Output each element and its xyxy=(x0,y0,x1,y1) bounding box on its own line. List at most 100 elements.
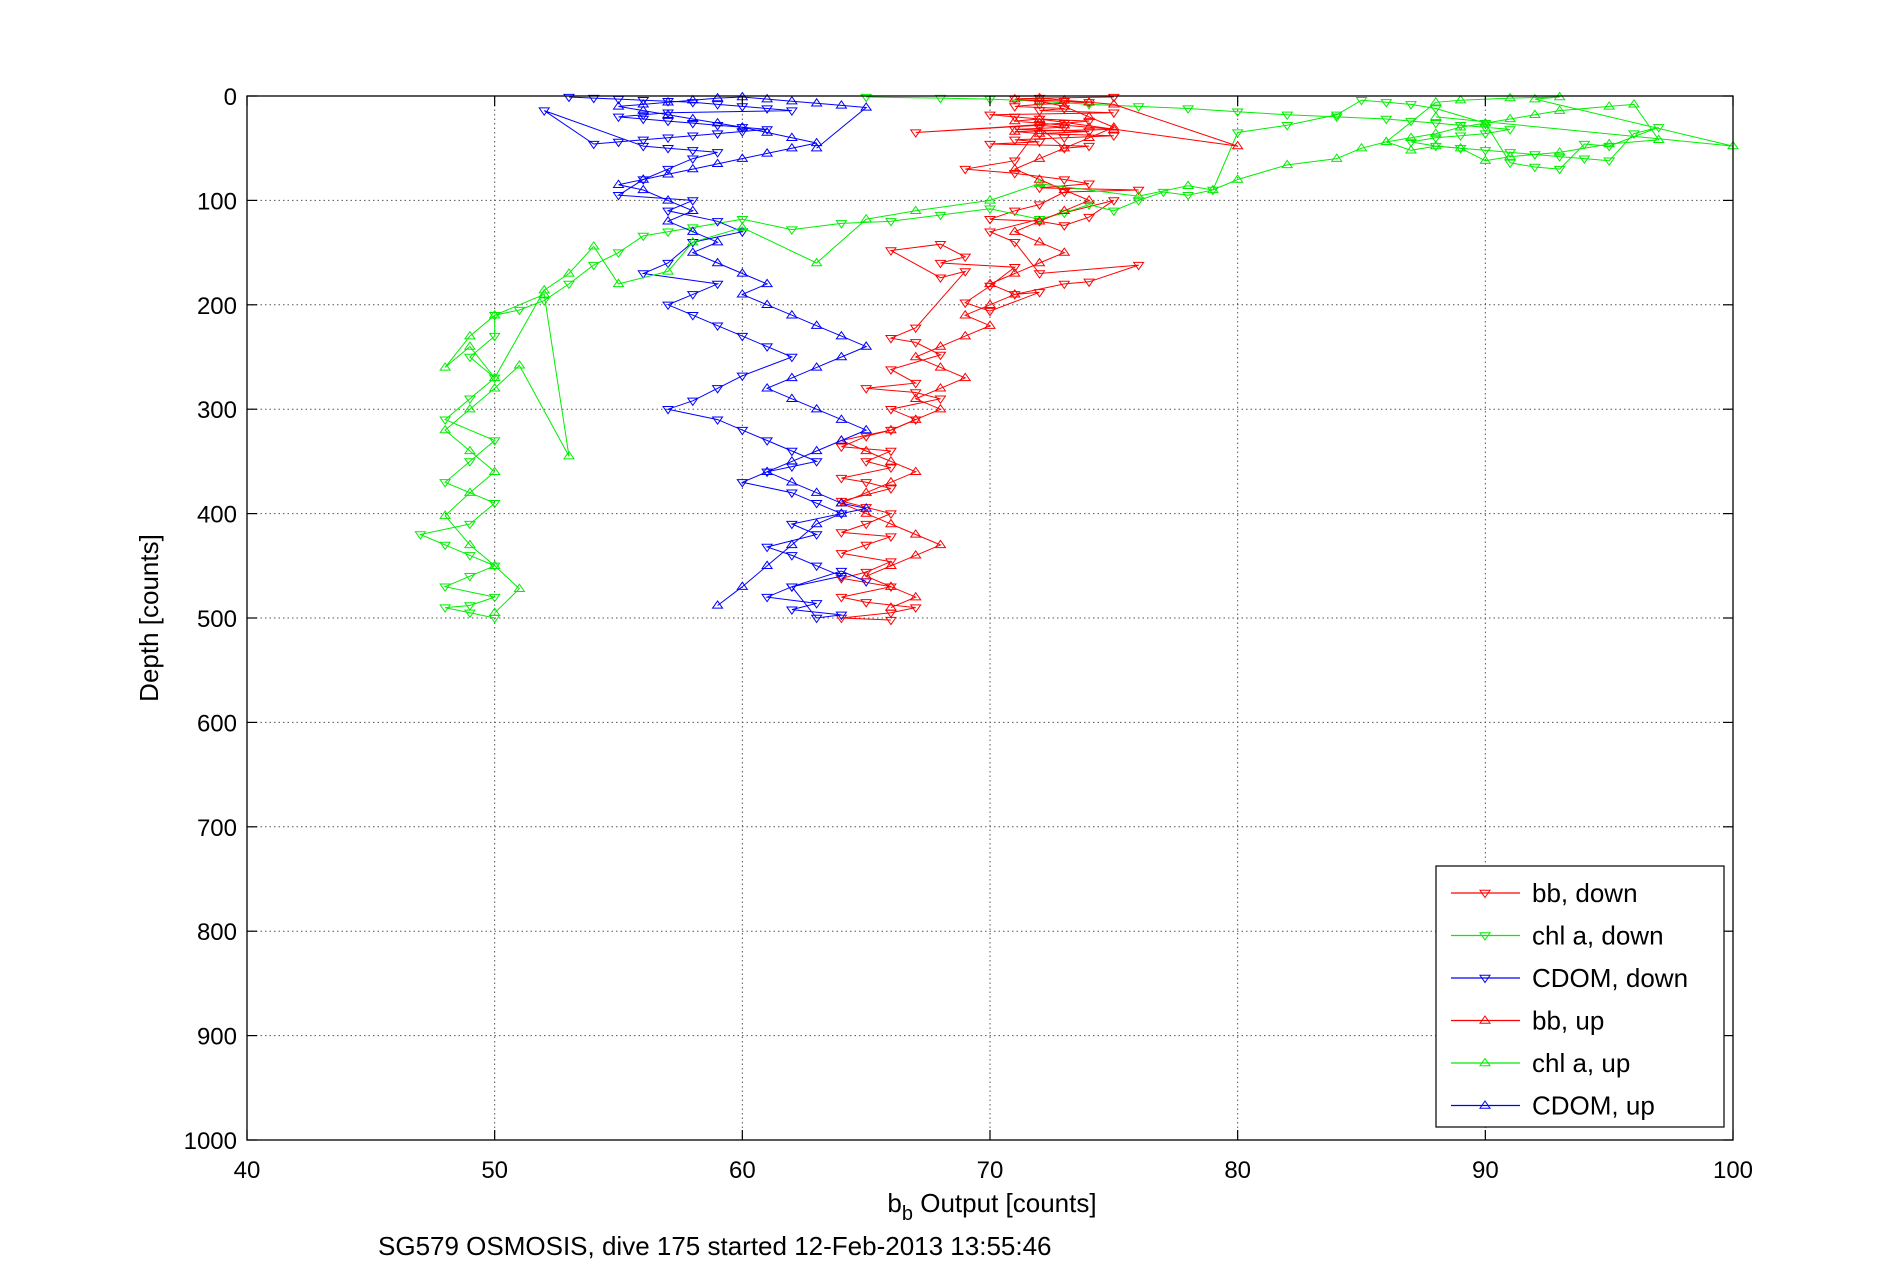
data-point xyxy=(736,121,749,131)
data-point xyxy=(1157,188,1170,198)
legend-swatch-marker xyxy=(1479,1100,1491,1109)
tick-layer: 40 50 60 70 80 90 1000100200300400500600700800… xyxy=(184,84,1753,1184)
data-point xyxy=(1429,111,1442,121)
data-point xyxy=(1008,170,1021,179)
data-point xyxy=(860,93,873,103)
data-point xyxy=(662,259,674,269)
legend-label: CDOM, down xyxy=(1532,963,1688,993)
data-point xyxy=(835,593,848,603)
data-point xyxy=(1405,138,1417,148)
data-point xyxy=(884,406,897,415)
data-point xyxy=(884,609,897,619)
data-point xyxy=(1058,247,1071,256)
data-point xyxy=(736,215,749,225)
data-point xyxy=(1380,136,1393,146)
data-point xyxy=(1429,96,1442,106)
data-point xyxy=(637,184,650,194)
data-point xyxy=(810,320,823,329)
data-point xyxy=(686,132,699,142)
data-point xyxy=(1132,261,1145,271)
data-point xyxy=(761,382,774,392)
data-point xyxy=(662,134,674,144)
data-point xyxy=(1083,180,1096,190)
data-point xyxy=(835,443,848,453)
series-line xyxy=(839,97,1238,609)
legend-swatch-marker xyxy=(1479,974,1491,984)
data-point xyxy=(662,117,674,127)
data-point xyxy=(1330,111,1343,121)
data-point xyxy=(1504,126,1517,135)
data-point xyxy=(538,297,551,307)
data-point xyxy=(1107,132,1120,142)
data-point xyxy=(662,109,674,118)
legend-label: chl a, down xyxy=(1532,921,1664,951)
series-layer xyxy=(414,91,1739,626)
data-point xyxy=(662,145,674,154)
data-point xyxy=(711,130,724,139)
data-point xyxy=(612,101,625,110)
data-point xyxy=(637,96,650,106)
data-point xyxy=(884,335,897,344)
data-point xyxy=(1008,226,1021,235)
data-point xyxy=(1033,138,1046,148)
data-point xyxy=(860,445,873,455)
data-point xyxy=(1231,140,1244,150)
data-point xyxy=(984,205,996,215)
data-point xyxy=(736,332,749,342)
data-point xyxy=(810,445,823,455)
legend: bb, down chl a, down CDOM, down bb, up chl a… xyxy=(1435,865,1725,1128)
data-point xyxy=(1578,140,1591,150)
data-point xyxy=(1479,124,1492,133)
y-tick-label: 800 xyxy=(197,919,237,946)
series-cdom-down xyxy=(538,93,873,624)
data-point xyxy=(810,614,823,624)
data-point xyxy=(1405,132,1417,141)
data-point xyxy=(1008,103,1021,112)
data-point xyxy=(1058,98,1071,107)
data-point xyxy=(1083,213,1096,223)
data-point xyxy=(785,447,798,457)
data-point xyxy=(1058,205,1071,215)
data-point xyxy=(860,508,873,517)
data-point xyxy=(612,179,625,188)
data-point xyxy=(488,312,501,321)
data-point xyxy=(761,127,774,136)
data-point xyxy=(835,508,848,517)
legend-item-bb-down: bb, down xyxy=(1451,878,1638,908)
data-point xyxy=(884,518,897,528)
y-axis-label: Depth [counts] xyxy=(134,534,164,702)
data-point xyxy=(563,450,575,460)
data-point xyxy=(934,539,947,549)
data-point xyxy=(1553,105,1566,114)
data-point xyxy=(736,268,749,277)
x-tick-label: 90 xyxy=(1472,1157,1499,1184)
data-point xyxy=(463,552,476,561)
legend-item-chl-a-up: chl a, up xyxy=(1451,1048,1630,1078)
data-point xyxy=(860,102,873,111)
data-point xyxy=(1504,113,1517,123)
data-point xyxy=(1083,117,1096,127)
data-point xyxy=(1008,238,1021,248)
data-point xyxy=(1132,103,1145,112)
y-tick-label: 100 xyxy=(197,188,237,215)
data-point xyxy=(909,339,922,348)
data-point xyxy=(711,218,724,227)
data-point xyxy=(1528,109,1541,118)
data-point xyxy=(1330,153,1343,162)
data-point xyxy=(736,426,749,436)
data-point xyxy=(463,602,476,611)
data-point xyxy=(1454,94,1467,104)
data-point xyxy=(1281,159,1294,169)
x-axis-label: bb Output [counts] xyxy=(887,1188,1096,1225)
data-point xyxy=(439,583,452,593)
data-point xyxy=(1206,186,1219,196)
data-point xyxy=(463,487,476,496)
data-point xyxy=(1330,113,1343,123)
data-point xyxy=(662,215,674,225)
data-point xyxy=(488,560,501,569)
data-point xyxy=(711,149,724,158)
data-point xyxy=(463,330,476,340)
data-point xyxy=(612,278,625,288)
data-point xyxy=(463,445,476,455)
data-point xyxy=(884,616,897,626)
